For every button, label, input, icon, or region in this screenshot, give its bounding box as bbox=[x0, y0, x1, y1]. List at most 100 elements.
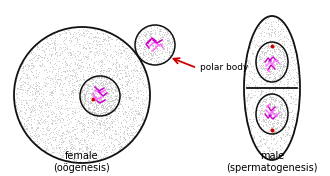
Point bbox=[148, 36, 153, 39]
Point bbox=[120, 112, 125, 115]
Point bbox=[128, 96, 134, 99]
Point bbox=[158, 45, 164, 47]
Point bbox=[254, 84, 260, 87]
Point bbox=[258, 127, 263, 130]
Point bbox=[129, 124, 134, 127]
Point bbox=[101, 152, 107, 155]
Point bbox=[55, 75, 60, 77]
Point bbox=[271, 113, 276, 116]
Point bbox=[82, 100, 87, 103]
Point bbox=[278, 57, 283, 60]
Point bbox=[17, 98, 22, 100]
Point bbox=[97, 114, 102, 117]
Point bbox=[146, 29, 151, 32]
Point bbox=[167, 44, 173, 47]
Point bbox=[50, 91, 55, 94]
Point bbox=[122, 117, 127, 120]
Point bbox=[278, 145, 283, 148]
Point bbox=[57, 82, 62, 85]
Point bbox=[76, 121, 81, 124]
Point bbox=[72, 132, 77, 135]
Point bbox=[26, 59, 32, 62]
Point bbox=[34, 47, 39, 50]
Point bbox=[114, 67, 119, 69]
Point bbox=[53, 126, 58, 128]
Point bbox=[135, 76, 141, 78]
Point bbox=[54, 77, 60, 80]
Point bbox=[90, 111, 95, 114]
Point bbox=[270, 88, 276, 91]
Point bbox=[250, 120, 255, 123]
Point bbox=[147, 58, 152, 61]
Point bbox=[80, 93, 85, 95]
Point bbox=[267, 61, 273, 63]
Point bbox=[255, 89, 261, 92]
Point bbox=[87, 100, 92, 103]
Point bbox=[150, 37, 155, 40]
Point bbox=[169, 41, 174, 43]
Point bbox=[114, 61, 119, 64]
Point bbox=[80, 104, 85, 106]
Point bbox=[117, 144, 123, 147]
Point bbox=[247, 70, 252, 73]
Point bbox=[116, 86, 122, 89]
Point bbox=[124, 74, 130, 77]
Point bbox=[140, 38, 146, 40]
Point bbox=[52, 127, 57, 130]
Point bbox=[113, 86, 118, 89]
Point bbox=[264, 101, 269, 104]
Point bbox=[38, 138, 43, 141]
Point bbox=[102, 37, 107, 39]
Point bbox=[48, 152, 53, 155]
Point bbox=[145, 109, 150, 112]
Point bbox=[115, 101, 120, 104]
Point bbox=[258, 76, 263, 78]
Point bbox=[122, 92, 127, 94]
Point bbox=[291, 111, 296, 114]
Point bbox=[271, 120, 276, 123]
Point bbox=[35, 119, 40, 122]
Point bbox=[270, 106, 276, 109]
Point bbox=[147, 51, 152, 54]
Point bbox=[81, 91, 86, 94]
Point bbox=[115, 86, 120, 88]
Point bbox=[278, 65, 283, 68]
Point bbox=[23, 128, 28, 131]
Point bbox=[35, 75, 41, 78]
Point bbox=[108, 88, 113, 91]
Point bbox=[279, 114, 284, 117]
Point bbox=[119, 66, 124, 68]
Point bbox=[260, 90, 265, 93]
Point bbox=[27, 59, 32, 62]
Point bbox=[108, 140, 114, 143]
Point bbox=[156, 45, 161, 48]
Point bbox=[141, 51, 146, 54]
Point bbox=[137, 113, 142, 116]
Point bbox=[62, 69, 68, 72]
Point bbox=[71, 35, 76, 38]
Point bbox=[56, 95, 61, 98]
Point bbox=[260, 50, 266, 52]
Point bbox=[65, 51, 70, 54]
Point bbox=[65, 123, 71, 126]
Point bbox=[104, 98, 110, 100]
Point bbox=[81, 30, 86, 33]
Point bbox=[263, 100, 268, 103]
Point bbox=[37, 55, 42, 58]
Point bbox=[250, 65, 255, 68]
Point bbox=[109, 118, 115, 121]
Point bbox=[70, 155, 75, 158]
Point bbox=[137, 71, 142, 74]
Point bbox=[130, 116, 135, 118]
Point bbox=[35, 55, 41, 58]
Point bbox=[266, 76, 272, 78]
Point bbox=[279, 70, 284, 73]
Point bbox=[103, 110, 109, 113]
Point bbox=[278, 72, 283, 75]
Point bbox=[248, 96, 253, 99]
Point bbox=[87, 50, 92, 53]
Point bbox=[97, 70, 102, 73]
Point bbox=[260, 109, 265, 111]
Point bbox=[36, 86, 42, 89]
Point bbox=[122, 46, 127, 49]
